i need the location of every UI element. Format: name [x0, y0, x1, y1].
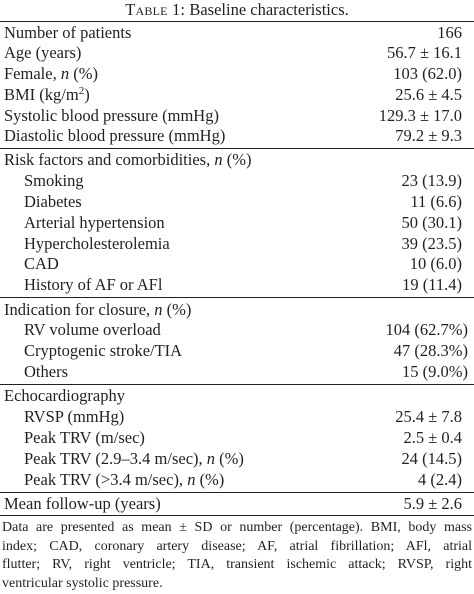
table-row: Others 15 (9.0%)	[24, 362, 468, 381]
section-header: Echocardiography	[4, 386, 125, 405]
table-row: Peak TRV (>3.4 m/sec), n (%) 4 (2.4)	[24, 470, 462, 489]
table-row: Female, n (%) 103 (62.0)	[4, 64, 462, 83]
section-rule	[0, 297, 474, 298]
table-row: Arterial hypertension 50 (30.1)	[24, 213, 462, 232]
section-rule	[0, 492, 474, 493]
table-row: Peak TRV (m/sec) 2.5 ± 0.4	[24, 428, 462, 447]
table-row: CAD 10 (6.0)	[24, 254, 462, 273]
table-row: RV volume overload 104 (62.7%)	[24, 320, 468, 339]
table-row: Systolic blood pressure (mmHg) 129.3 ± 1…	[4, 106, 462, 125]
row-label-female: Female, n (%)	[4, 64, 98, 83]
table-caption: Table 1: Baseline characteristics.	[0, 0, 474, 20]
section-rule	[0, 384, 474, 385]
table-row: Hypercholesterolemia 39 (23.5)	[24, 234, 462, 253]
section-rule	[0, 148, 474, 149]
section-header: Risk factors and comorbidities, n (%)	[0, 149, 474, 171]
section-header: Indication for closure, n (%)	[0, 299, 474, 321]
table-footnote: Data are presented as mean ± SD or numbe…	[2, 520, 472, 591]
table-row: BMI (kg/m2) 25.6 ± 4.5	[4, 85, 462, 104]
section-label-risk: Risk factors and comorbidities, n (%)	[4, 150, 252, 169]
table-row: Diabetes 11 (6.6)	[24, 192, 462, 211]
table-row: Cryptogenic stroke/TIA 47 (28.3%)	[24, 341, 468, 360]
row-label-bmi: BMI (kg/m2)	[4, 85, 90, 104]
table-row: Mean follow-up (years) 5.9 ± 2.6	[4, 494, 462, 513]
table-row: Age (years) 56.7 ± 16.1	[4, 43, 462, 62]
table-row: Peak TRV (2.9–3.4 m/sec), n (%) 24 (14.5…	[24, 449, 462, 468]
row-label-peak-trv-high: Peak TRV (>3.4 m/sec), n (%)	[24, 470, 225, 489]
table-row: Smoking 23 (13.9)	[24, 171, 462, 190]
table-row: Diastolic blood pressure (mmHg) 79.2 ± 9…	[4, 126, 462, 145]
caption-label: Table 1:	[125, 0, 186, 19]
row-label-peak-trv-range: Peak TRV (2.9–3.4 m/sec), n (%)	[24, 449, 244, 468]
table-row: History of AF or AFl 19 (11.4)	[24, 275, 462, 294]
bottom-rule	[0, 515, 474, 516]
table-row: RVSP (mmHg) 25.4 ± 7.8	[24, 407, 462, 426]
top-rule	[0, 21, 474, 22]
section-label-indication: Indication for closure, n (%)	[4, 300, 192, 319]
caption-text: Baseline characteristics.	[189, 0, 349, 19]
table-row: Number of patients 166	[4, 23, 462, 42]
